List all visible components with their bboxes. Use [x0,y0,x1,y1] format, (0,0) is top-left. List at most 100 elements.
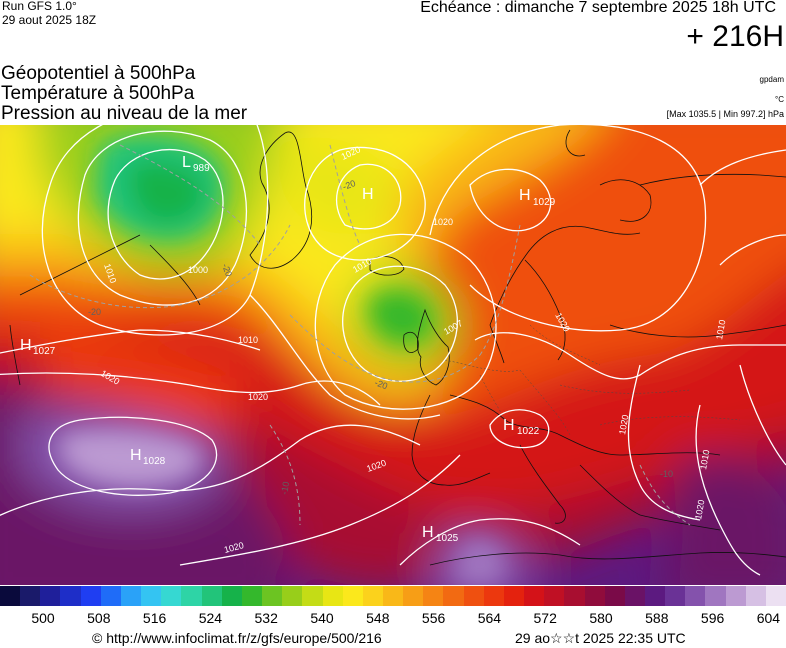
scale-swatch [665,586,686,606]
scale-swatch [725,586,746,606]
temperature-label: -10 [279,481,291,496]
scale-tick-label: 500 [31,610,55,626]
scale-tick-label: 604 [756,610,781,626]
isobar-label: 1020 [617,414,630,435]
isobars [0,125,786,576]
scale-swatch [141,586,162,606]
isobar-label: 1020 [433,217,453,227]
high-center-value: 1029 [533,197,556,208]
scale-swatch [100,586,121,606]
low-center-value: 989 [193,163,210,174]
scale-tick-label: 524 [198,610,223,626]
coastlines [9,129,786,566]
isobar-label: 1010 [698,449,711,470]
scale-swatch [0,586,21,606]
scale-swatch [524,586,545,606]
scale-tick-label: 588 [645,610,669,626]
scale-swatch [181,586,202,606]
scale-tick-label: 556 [421,610,446,626]
scale-swatch [161,586,182,606]
scale-swatch [282,586,303,606]
title-temperature: Température à 500hPa [1,83,195,104]
high-center-value: 1025 [436,533,459,544]
scale-swatch [342,586,363,606]
scale-swatch [624,586,645,606]
scale-swatch [382,586,404,606]
scale-swatch [262,586,283,606]
run-date: 29 aout 2025 18Z [2,13,97,27]
scale-tick-label: 540 [310,610,334,626]
isobar-label: 1010 [714,319,727,340]
high-center-value: 1022 [517,426,540,437]
geopotential-field [0,125,786,585]
scale-swatch [362,586,383,606]
isobar-label: 1010 [238,335,258,345]
scale-tick-label: 580 [589,610,613,626]
scale-swatch [60,586,81,606]
pressure-range: [Max 1035.5 | Min 997.2] hPa [666,109,784,119]
weather-map: L 989 H H 1029 H 1027 H 1028 H 1022 H 10… [0,125,786,585]
temperature-label: -20 [341,178,357,192]
title-pressure: Pression au niveau de la mer [1,103,248,124]
isobar-label: 1020 [248,392,268,402]
scale-swatch [443,586,464,606]
scale-tick-label: 508 [87,610,111,626]
scale-swatch [645,586,666,606]
unit-temperature: °C [775,95,784,104]
borders [444,324,741,436]
scale-swatch [302,586,323,606]
scale-swatch [221,586,242,606]
scale-swatch [80,586,101,606]
scale-tick-label: 532 [254,610,278,626]
scale-swatch [423,586,444,606]
scale-swatch [705,586,726,606]
scale-swatch [322,586,343,606]
title-geopotential: Géopotentiel à 500hPa [1,63,196,84]
color-scale-bar [0,586,786,606]
unit-geopotential: gpdam [759,75,784,84]
scale-swatch [241,586,263,606]
forecast-valid-time: Echéance : dimanche 7 septembre 2025 18h… [420,0,776,16]
scale-swatch [483,586,504,606]
scale-swatch [463,586,484,606]
scale-swatch [201,586,222,606]
low-center-label: L [182,154,191,171]
scale-tick-label: 596 [700,610,725,626]
scale-swatch [120,586,142,606]
high-center-label: H [362,186,374,203]
scale-tick-label: 548 [366,610,390,626]
color-scale-labels: 500 508 516 524 532 540 548 556 564 572 580 588 596 6… [0,610,786,628]
scale-swatch [403,586,424,606]
scale-swatch [503,586,525,606]
scale-swatch [685,586,706,606]
scale-swatch [20,586,41,606]
temperature-label: -20 [88,307,101,317]
high-center-value: 1027 [33,346,56,357]
temperature-isotherms [29,144,691,526]
scale-swatch [544,586,565,606]
run-label: Run GFS 1.0° [2,0,77,13]
scale-swatch [765,586,786,606]
generation-date: 29 ao☆☆t 2025 22:35 UTC [515,630,686,646]
scale-swatch [584,586,605,606]
high-center-value: 1028 [143,456,166,467]
pressure-centers: L 989 H H 1029 H 1027 H 1028 H 1022 H 10… [20,154,556,544]
high-center-label: H [503,417,515,434]
copyright-url[interactable]: © http://www.infoclimat.fr/z/gfs/europe/… [92,630,382,646]
temperature-label: -10 [660,469,673,479]
scale-tick-label: 516 [142,610,167,626]
high-center-label: H [20,337,32,354]
scale-tick-label: 564 [477,610,502,626]
scale-swatch [745,586,766,606]
temperature-labels: -20 -20 -20 -10 -20 -10 [88,178,673,495]
forecast-hour: + 216H [686,20,784,53]
temperature-label: -20 [220,262,234,278]
scale-swatch [564,586,585,606]
high-center-label: H [422,524,434,541]
scale-swatch [604,586,625,606]
isobar-label: 1000 [188,265,208,275]
scale-tick-label: 572 [533,610,557,626]
high-center-label: H [130,447,142,464]
isobar-label: 1020 [693,499,706,520]
temperature-label: -20 [373,377,389,391]
